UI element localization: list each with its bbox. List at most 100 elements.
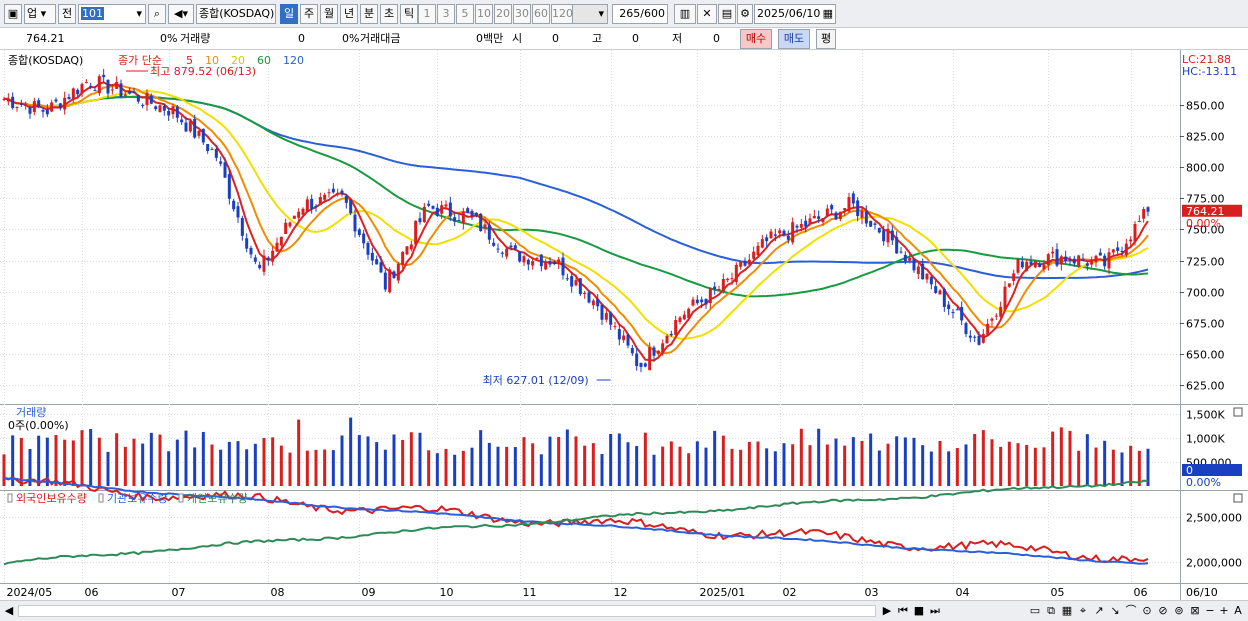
candle-body [54, 99, 58, 102]
candle-body [175, 106, 179, 118]
interval-button-10[interactable]: 10 [475, 4, 493, 24]
sell-button[interactable]: 매도 [778, 29, 810, 49]
scroll-right-icon[interactable]: ▶ [882, 604, 892, 617]
volume-bar [1068, 430, 1072, 486]
candle-body [1055, 249, 1059, 266]
market-select[interactable]: 업 ▾ [24, 4, 56, 24]
count-field[interactable]: 265/600 [612, 4, 668, 24]
period-tab-3[interactable]: 년 [340, 4, 358, 24]
volume-bar [565, 429, 569, 486]
price-axis-label: 750.00 [1186, 224, 1225, 237]
interval-button-3[interactable]: 3 [437, 4, 455, 24]
volume-bar [323, 449, 327, 486]
candle-body [279, 236, 283, 246]
candle-body [401, 251, 405, 266]
candle-body [1046, 254, 1050, 265]
tool-icon-5[interactable]: ⊙ [1142, 604, 1152, 617]
candle-body [873, 223, 877, 225]
buy-button[interactable]: 매수 [740, 29, 772, 49]
crosshair-icon[interactable]: ✕ [697, 4, 717, 24]
candle-body [457, 220, 461, 222]
holdings-legend-box [7, 493, 13, 503]
grid-icon[interactable]: ▦ [1061, 604, 1073, 617]
candle-body [236, 206, 240, 218]
candle-body [1111, 249, 1115, 253]
interval-button-60[interactable]: 60 [532, 4, 550, 24]
candle-body [877, 227, 881, 233]
amount-label: 거래대금 [360, 32, 401, 45]
holdings-panel-bg [0, 491, 1180, 583]
zoom-in-icon[interactable]: + [1219, 604, 1229, 617]
period-tab-6[interactable]: 틱 [400, 4, 418, 24]
stop-icon[interactable]: ■ [913, 604, 925, 617]
scroll-track[interactable] [18, 605, 876, 617]
interval-button-30[interactable]: 30 [513, 4, 531, 24]
chart-area[interactable]: 2024/05 06 07 08 09 10 11 12 2025/01 02 03 04 05 06 06… [0, 50, 1248, 600]
interval-button-5[interactable]: 5 [456, 4, 474, 24]
candle-body [687, 308, 691, 319]
interval-button-120[interactable]: 120 [551, 4, 573, 24]
period-tab-2[interactable]: 월 [320, 4, 338, 24]
candle-body [626, 334, 630, 346]
prev-button[interactable]: 전 [58, 4, 76, 24]
candle-body [102, 74, 106, 78]
bottom-scroll-bar: ◀ ▶ ⏮ ■ ⏭ ▭ ⧉ ▦ ⌖ ↗ ↘ ⌒ ⊙ ⊘ ⊚ ⊠ − + A [0, 600, 1248, 621]
candle-icon[interactable]: ▥ [674, 4, 696, 24]
volume-bar [747, 441, 751, 486]
volume-bar [123, 446, 127, 486]
candle-body [284, 222, 288, 234]
period-tab-1[interactable]: 주 [300, 4, 318, 24]
candle-body [691, 299, 695, 306]
candle-body [1146, 207, 1150, 212]
period-tab-4[interactable]: 분 [360, 4, 378, 24]
window-icon[interactable]: ⧉ [1047, 604, 1055, 617]
volume-bar [1042, 447, 1046, 486]
period-tab-5[interactable]: 초 [380, 4, 398, 24]
tool-icon-2[interactable]: ↗ [1094, 604, 1104, 617]
auto-scale-icon[interactable]: A [1234, 604, 1242, 617]
candle-body [986, 323, 990, 335]
candle-body [847, 197, 851, 212]
save-icon[interactable]: ▤ [718, 4, 736, 24]
candle-body [1133, 223, 1137, 242]
candle-body [812, 215, 816, 219]
interval-button-20[interactable]: 20 [494, 4, 512, 24]
tool-icon-7[interactable]: ⊚ [1174, 604, 1184, 617]
candle-body [1051, 251, 1055, 254]
tool-icon-4[interactable]: ⌒ [1125, 604, 1137, 617]
candle-body [366, 242, 370, 255]
candle-body [726, 278, 730, 281]
period-tab-0[interactable]: 일 [280, 4, 298, 24]
scroll-left-icon[interactable]: ◀ [4, 604, 14, 617]
candle-body [1042, 265, 1046, 270]
candle-body [197, 130, 201, 136]
zoom-reset-icon[interactable]: ⊠ [1190, 604, 1200, 617]
code-input[interactable]: 101 ▾ [78, 4, 146, 24]
current-price-tag [1182, 204, 1242, 217]
candle-body [206, 144, 210, 151]
ma60-line [3, 95, 1149, 298]
last-icon[interactable]: ⏭ [930, 604, 940, 617]
interval-button-1[interactable]: 1 [418, 4, 436, 24]
first-icon[interactable]: ⏮ [898, 604, 908, 617]
interval-dropdown[interactable]: ▾ [572, 4, 608, 24]
volume-bar [175, 439, 179, 486]
tool-icon-3[interactable]: ↘ [1110, 604, 1120, 617]
tool-icon-1[interactable]: ⌖ [1079, 604, 1087, 617]
price-axis-label: 625.00 [1186, 380, 1225, 393]
zoom-out-icon[interactable]: − [1205, 604, 1215, 617]
volume-pct: 0% [342, 32, 360, 45]
search-icon[interactable]: ⌕ [148, 4, 166, 24]
candle-body [1020, 261, 1024, 268]
date-field[interactable]: 2025/06/10 ▦ [754, 4, 836, 24]
sound-icon[interactable]: ◀▾ [168, 4, 194, 24]
layout-icon[interactable]: ▭ [1029, 604, 1041, 617]
volume-bar [808, 445, 812, 486]
index-name-field[interactable]: 종합(KOSDAQ) [196, 4, 276, 24]
volume-bar [132, 438, 136, 486]
candle-body [414, 220, 418, 245]
window-menu-icon[interactable]: ▣ [4, 4, 22, 24]
gear-icon[interactable]: ⚙ [737, 4, 753, 24]
tool-icon-6[interactable]: ⊘ [1158, 604, 1168, 617]
avg-button[interactable]: 평 [816, 29, 836, 49]
